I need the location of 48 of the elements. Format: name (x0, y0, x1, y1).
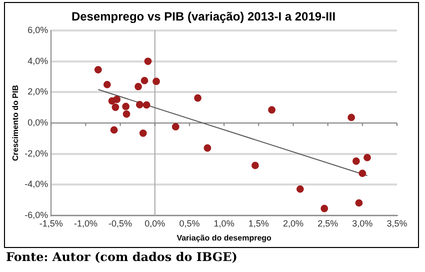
x-tick-label: -1,5% (39, 218, 63, 228)
point (142, 101, 150, 109)
point (268, 106, 276, 114)
point (296, 185, 304, 193)
x-tick-label: 1,5% (248, 218, 269, 228)
point (352, 157, 360, 165)
point (136, 100, 144, 108)
chart-title: Desemprego vs PIB (variação) 2013-I a 2019-III (71, 10, 336, 24)
point (134, 82, 142, 90)
point (364, 154, 371, 162)
y-tick-label: 4,0% (28, 56, 48, 66)
x-tick-label: -1,0% (74, 218, 98, 228)
point (140, 76, 148, 84)
x-tick-label: 1,0% (214, 218, 234, 228)
point (348, 114, 356, 122)
point (320, 204, 328, 212)
source-note: Fonte: Autor (com dados do IBGE) (6, 250, 238, 264)
point (358, 170, 366, 178)
point (94, 66, 102, 74)
point (251, 162, 259, 170)
x-tick-label: 3,5% (386, 218, 408, 228)
y-tick-label: -6,0% (24, 210, 48, 220)
point (152, 78, 160, 86)
point (139, 129, 147, 137)
point (204, 144, 212, 152)
point (355, 199, 363, 207)
point (113, 96, 121, 104)
y-tick-label: 6,0% (28, 24, 48, 35)
x-tick-label: 0,5% (179, 218, 200, 228)
point (103, 80, 111, 88)
x-tick-label: 0,0% (144, 218, 166, 228)
point (144, 58, 152, 65)
y-tick-label: 2,0% (28, 86, 48, 97)
point (122, 102, 130, 110)
point (122, 110, 130, 118)
y-axis-title: Crescimento do PIB (11, 84, 20, 162)
x-tick-label: 2,5% (318, 218, 338, 228)
x-tick-label: 3,0% (352, 218, 373, 228)
point (112, 104, 120, 111)
y-tick-label: -2,0% (24, 148, 48, 158)
point (194, 94, 202, 102)
x-tick-label: -0,5% (108, 218, 132, 228)
y-tick-label: 0,0% (28, 117, 48, 128)
point (172, 123, 180, 130)
x-axis-title: Variação do desemprego (176, 233, 272, 242)
y-tick-label: -4,0% (24, 179, 48, 190)
x-tick-label: 2,0% (282, 218, 304, 228)
point (110, 126, 118, 134)
